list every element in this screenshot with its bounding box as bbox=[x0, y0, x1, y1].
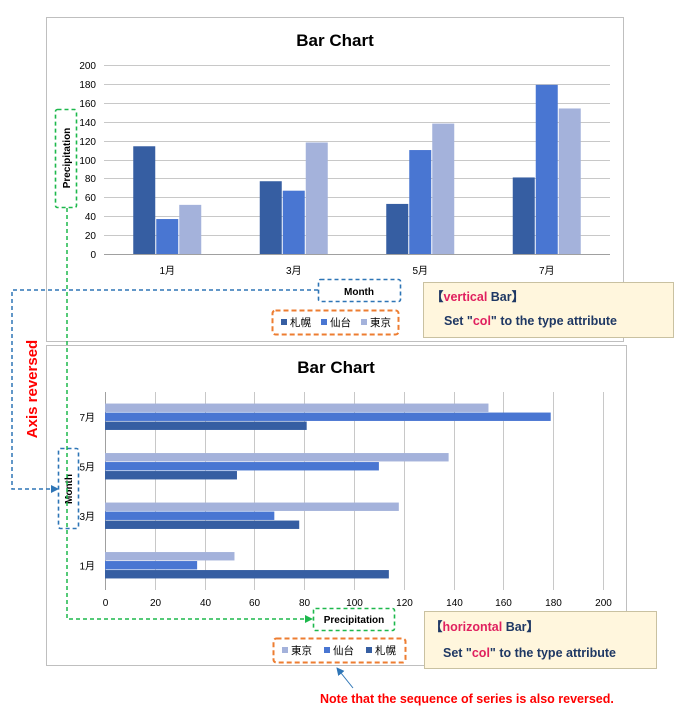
vertical-bars bbox=[133, 84, 581, 254]
legend-label-札幌: 札幌 bbox=[290, 316, 311, 329]
legend-swatch-仙台 bbox=[324, 647, 330, 653]
horizontal-x-tick-label: 120 bbox=[396, 598, 413, 609]
horizontal-y-tick-label: 1月 bbox=[79, 560, 95, 572]
horizontal-y-tick-label: 7月 bbox=[79, 412, 95, 424]
legend-label-仙台: 仙台 bbox=[333, 644, 354, 657]
vertical-bar-東京-7月 bbox=[558, 108, 581, 254]
horizontal-bar-東京-1月 bbox=[105, 552, 235, 561]
horizontal-note-box bbox=[424, 611, 657, 669]
horizontal-bar-仙台-1月 bbox=[105, 561, 198, 570]
horizontal-x-tick-label: 180 bbox=[545, 598, 562, 609]
legend-label-東京: 東京 bbox=[291, 644, 312, 657]
horizontal-note-heading: 【horizontal Bar】 bbox=[430, 619, 539, 634]
horizontal-xlabel: Precipitation bbox=[324, 615, 385, 626]
vertical-legend-box bbox=[271, 309, 400, 336]
vertical-x-tick-labels: 1月 3月 5月 7月 bbox=[159, 265, 554, 277]
horizontal-bars bbox=[105, 403, 551, 579]
horizontal-bar-東京-5月 bbox=[105, 453, 449, 462]
vertical-x-tick-label: 7月 bbox=[539, 265, 555, 277]
vertical-bar-仙台-3月 bbox=[282, 190, 305, 254]
vertical-x-tick-label: 3月 bbox=[286, 265, 302, 277]
horizontal-x-tick-label: 140 bbox=[446, 598, 463, 609]
horizontal-x-tick-label: 0 bbox=[103, 598, 109, 609]
horizontal-y-tick-label: 5月 bbox=[79, 461, 95, 473]
vertical-bar-東京-1月 bbox=[179, 204, 202, 254]
month-connector-line bbox=[11, 289, 318, 493]
vertical-x-tick-label: 5月 bbox=[412, 265, 428, 277]
horizontal-ylabel: Month bbox=[64, 474, 75, 504]
horizontal-x-tick-label: 80 bbox=[299, 598, 311, 609]
vertical-y-tick-label: 20 bbox=[85, 231, 97, 242]
vertical-xlabel-box bbox=[317, 278, 402, 303]
vertical-note-text: Set "col" to the type attribute bbox=[444, 314, 617, 328]
horizontal-legend-box bbox=[272, 637, 407, 664]
vertical-bar-札幌-5月 bbox=[386, 203, 409, 254]
vertical-bar-札幌-7月 bbox=[512, 177, 535, 254]
vertical-bar-東京-3月 bbox=[305, 142, 328, 254]
vertical-y-tick-label: 140 bbox=[79, 118, 96, 129]
vertical-bar-仙台-7月 bbox=[535, 84, 558, 254]
vertical-x-tick-label: 1月 bbox=[159, 265, 175, 277]
vertical-y-tick-label: 160 bbox=[79, 99, 96, 110]
vertical-y-tick-labels: 0 20 40 60 80 100 120 140 160 180 200 bbox=[79, 61, 96, 261]
vertical-y-tick-label: 120 bbox=[79, 137, 96, 148]
legend-swatch-東京 bbox=[361, 319, 367, 325]
horizontal-bar-仙台-3月 bbox=[105, 511, 275, 520]
vertical-bar-札幌-3月 bbox=[259, 181, 282, 254]
horizontal-x-tick-label: 100 bbox=[346, 598, 363, 609]
legend-label-札幌: 札幌 bbox=[375, 644, 396, 657]
vertical-note-heading: 【vertical Bar】 bbox=[431, 289, 524, 304]
horizontal-x-tick-label: 200 bbox=[595, 598, 612, 609]
horizontal-legend: 東京 仙台 札幌 bbox=[282, 644, 396, 657]
legend-swatch-仙台 bbox=[321, 319, 327, 325]
horizontal-y-tick-labels: 1月 3月 5月 7月 bbox=[79, 412, 95, 573]
vertical-y-tick-label: 0 bbox=[90, 250, 96, 261]
vertical-y-tick-label: 40 bbox=[85, 212, 97, 223]
horizontal-y-tick-label: 3月 bbox=[79, 511, 95, 523]
vertical-note-box bbox=[423, 282, 674, 338]
vertical-y-tick-label: 180 bbox=[79, 80, 96, 91]
vertical-bar-札幌-1月 bbox=[133, 146, 156, 254]
horizontal-x-tick-label: 60 bbox=[249, 598, 261, 609]
horizontal-bar-仙台-5月 bbox=[105, 462, 379, 471]
horizontal-x-tick-label: 40 bbox=[200, 598, 212, 609]
horizontal-bar-札幌-7月 bbox=[105, 421, 307, 430]
precipitation-connector-line bbox=[66, 208, 313, 623]
horizontal-chart-title: Bar Chart bbox=[297, 358, 375, 377]
series-note-arrow bbox=[336, 667, 354, 689]
vertical-ylabel-box bbox=[54, 108, 78, 209]
vertical-ylabel: Precipitation bbox=[62, 128, 73, 189]
legend-swatch-札幌 bbox=[281, 319, 287, 325]
series-order-note: Note that the sequence of series is also… bbox=[320, 692, 614, 706]
legend-label-仙台: 仙台 bbox=[330, 316, 351, 329]
horizontal-x-tick-labels: 0 20 40 60 80 100 120 140 160 180 200 bbox=[103, 598, 613, 609]
horizontal-bar-札幌-5月 bbox=[105, 471, 237, 480]
vertical-y-tick-label: 100 bbox=[79, 156, 96, 167]
legend-swatch-札幌 bbox=[366, 647, 372, 653]
vertical-y-tick-label: 80 bbox=[85, 174, 97, 185]
vertical-bar-仙台-5月 bbox=[409, 150, 432, 254]
horizontal-xlabel-box bbox=[312, 607, 396, 632]
horizontal-bar-東京-7月 bbox=[105, 403, 489, 412]
vertical-legend: 札幌 仙台 東京 bbox=[281, 316, 391, 329]
legend-swatch-東京 bbox=[282, 647, 288, 653]
axis-reversed-label: Axis reversed bbox=[24, 340, 41, 438]
vertical-xlabel: Month bbox=[344, 287, 374, 298]
horizontal-bar-仙台-7月 bbox=[105, 412, 551, 421]
horizontal-x-tick-label: 160 bbox=[495, 598, 512, 609]
legend-label-東京: 東京 bbox=[370, 316, 391, 329]
horizontal-note-text: Set "col" to the type attribute bbox=[443, 646, 616, 660]
vertical-bar-仙台-1月 bbox=[156, 219, 179, 254]
horizontal-x-tick-label: 20 bbox=[150, 598, 162, 609]
horizontal-bar-札幌-3月 bbox=[105, 520, 300, 529]
vertical-y-tick-label: 200 bbox=[79, 61, 96, 72]
horizontal-bar-東京-3月 bbox=[105, 502, 399, 511]
vertical-chart-title: Bar Chart bbox=[296, 31, 374, 50]
vertical-y-tick-label: 60 bbox=[85, 193, 97, 204]
vertical-bar-東京-5月 bbox=[432, 123, 455, 254]
horizontal-bar-札幌-1月 bbox=[105, 570, 389, 579]
